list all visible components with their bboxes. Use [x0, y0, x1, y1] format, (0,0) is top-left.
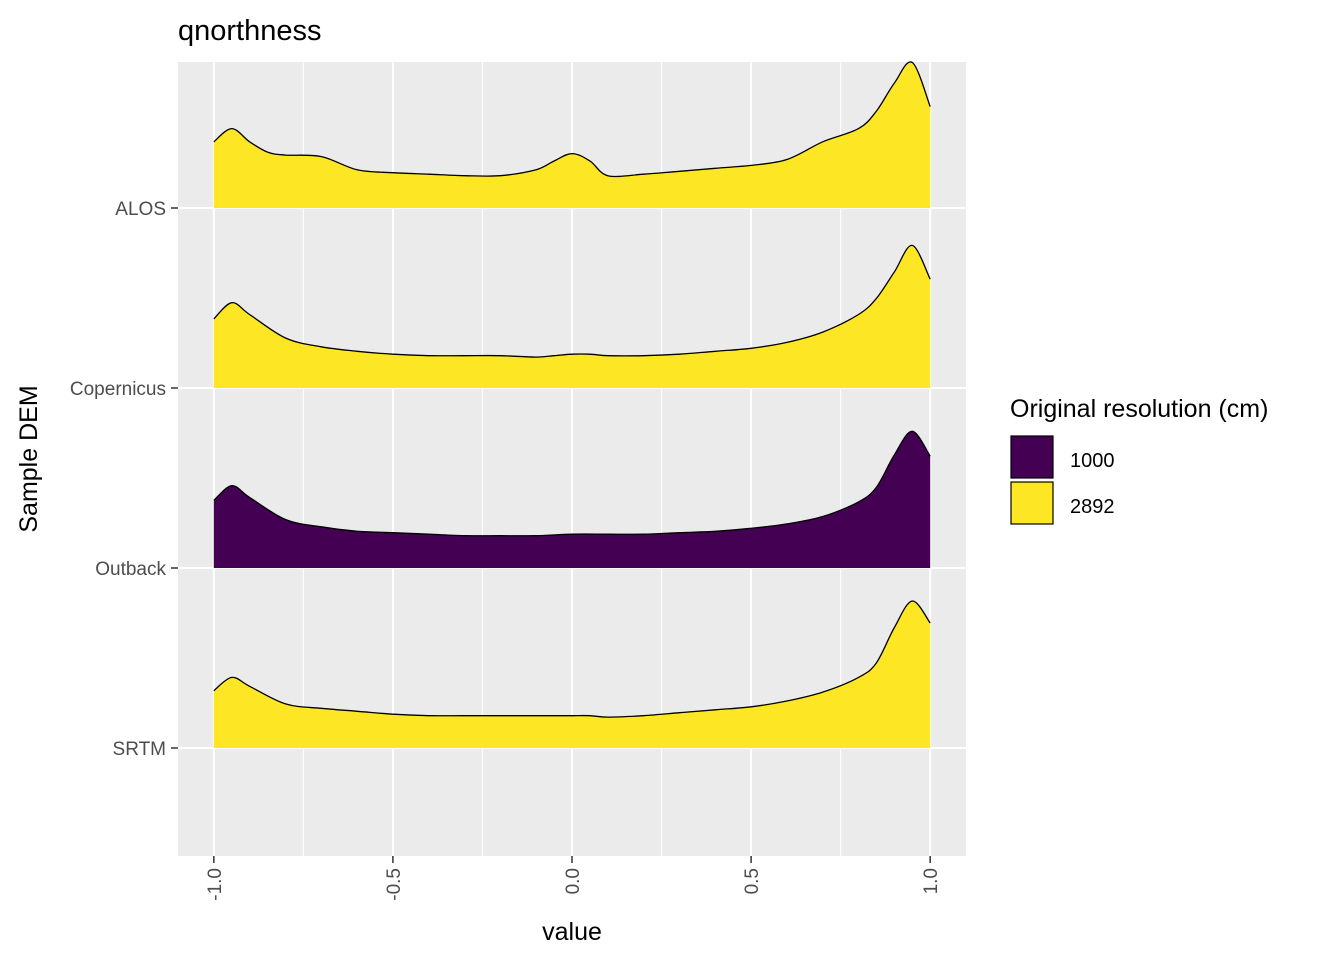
ridge-outline-alos [213, 61, 931, 178]
legend: Original resolution (cm) 1000 2892 [1010, 395, 1268, 525]
ridge-area-srtm [213, 600, 931, 748]
axes-layer: SRTM Outback Copernicus ALOS -1.0 -0.5 0.0 0.5 1… [70, 199, 942, 901]
ridge-outline-outback [213, 430, 931, 537]
ridge-area-alos [213, 61, 931, 208]
y-tick-label: Copernicus [70, 379, 166, 400]
x-tick-label: -0.5 [384, 868, 405, 901]
x-tick-label: -1.0 [205, 868, 226, 901]
y-tick-label: ALOS [115, 199, 166, 220]
y-tick-label: SRTM [113, 739, 166, 760]
ridge-area-outback [213, 431, 931, 568]
y-tick-label: Outback [95, 559, 166, 580]
legend-label-2892: 2892 [1070, 496, 1115, 518]
ridge-area-copernicus [213, 245, 931, 388]
legend-swatch-2892 [1010, 481, 1054, 525]
ridges-layer [213, 61, 931, 748]
legend-title: Original resolution (cm) [1010, 395, 1268, 423]
y-axis-title: Sample DEM [15, 385, 43, 532]
x-tick-label: 0.0 [563, 868, 584, 894]
legend-label-1000: 1000 [1070, 450, 1115, 472]
legend-swatch-1000 [1010, 435, 1054, 479]
x-tick-label: 0.5 [742, 868, 763, 894]
x-axis-title: value [542, 918, 602, 946]
ridge-outline-srtm [213, 600, 931, 718]
ridge-outline-copernicus [213, 244, 931, 358]
x-tick-label: 1.0 [921, 868, 942, 894]
chart-title: qnorthness [178, 15, 322, 47]
